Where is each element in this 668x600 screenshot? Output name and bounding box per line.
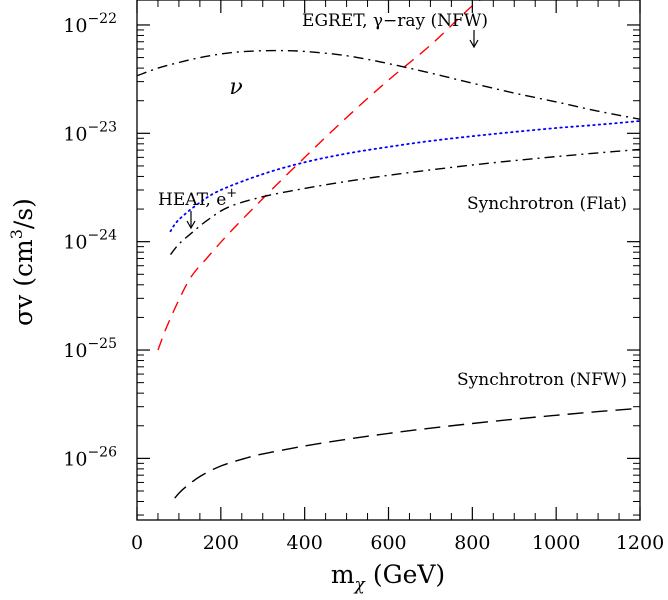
series-line-sync-nfw: [174, 407, 640, 499]
y-tick-base: 10: [63, 448, 87, 470]
y-axis-label: σv (cm3/s): [7, 198, 38, 326]
series-line-nu: [137, 49, 640, 120]
y-tick-label: 10−25: [63, 336, 117, 362]
x-tick-label: 600: [370, 532, 406, 554]
x-tick-label: 200: [203, 532, 239, 554]
heat-label-main: HEAT, e: [158, 190, 226, 210]
y-tick-exponent: −23: [87, 119, 117, 135]
sync-nfw-label: Synchrotron (NFW): [457, 370, 627, 390]
plot-area: [136, 0, 641, 521]
y-tick-base: 10: [63, 340, 87, 362]
x-axis-label-unit: (GeV): [373, 560, 445, 589]
axis-ticks: [136, 0, 641, 520]
nu-label: ν: [229, 75, 242, 100]
heat-label-sup: +: [226, 186, 237, 201]
heat-label: HEAT, e+: [158, 186, 237, 210]
y-tick-base: 10: [63, 15, 87, 37]
heat-arrow: [186, 211, 196, 230]
y-tick-exponent: −26: [87, 444, 117, 460]
y-tick-label: 10−24: [63, 228, 117, 254]
y-axis-label-unit-open: (cm: [9, 239, 38, 287]
egret-label: EGRET, γ−ray (NFW): [302, 11, 488, 31]
y-axis-label-unit-close: /s): [9, 198, 38, 229]
y-tick-label: 10−22: [63, 11, 117, 37]
sync-flat-label: Synchrotron (Flat): [467, 194, 627, 214]
x-tick-labels: 0 200 400 600 800 1000 1200: [131, 532, 664, 554]
x-tick-label: 800: [454, 532, 490, 554]
y-tick-label: 10−26: [63, 444, 117, 470]
x-axis-label: mχ (GeV): [331, 560, 445, 595]
series-line-heat: [169, 120, 640, 233]
y-tick-base: 10: [63, 232, 87, 254]
y-tick-label: 10−23: [63, 119, 117, 145]
curves: [137, 0, 640, 499]
y-axis-label-unit-sup: 3: [7, 229, 26, 239]
x-tick-label: 0: [131, 532, 143, 554]
y-tick-exponent: −22: [87, 11, 117, 27]
x-axis-label-sub: χ: [354, 575, 367, 595]
x-axis-label-main: m: [331, 560, 355, 589]
y-axis-label-sigma: σv: [9, 294, 38, 326]
plot-frame: [136, 0, 641, 521]
x-tick-label: 400: [287, 532, 323, 554]
x-tick-label: 1200: [616, 532, 664, 554]
egret-arrow: [469, 30, 479, 49]
x-tick-label: 1000: [532, 532, 580, 554]
series-line-egret: [157, 0, 482, 351]
y-tick-exponent: −24: [87, 228, 117, 244]
y-tick-exponent: −25: [87, 336, 117, 352]
y-tick-base: 10: [63, 123, 87, 145]
